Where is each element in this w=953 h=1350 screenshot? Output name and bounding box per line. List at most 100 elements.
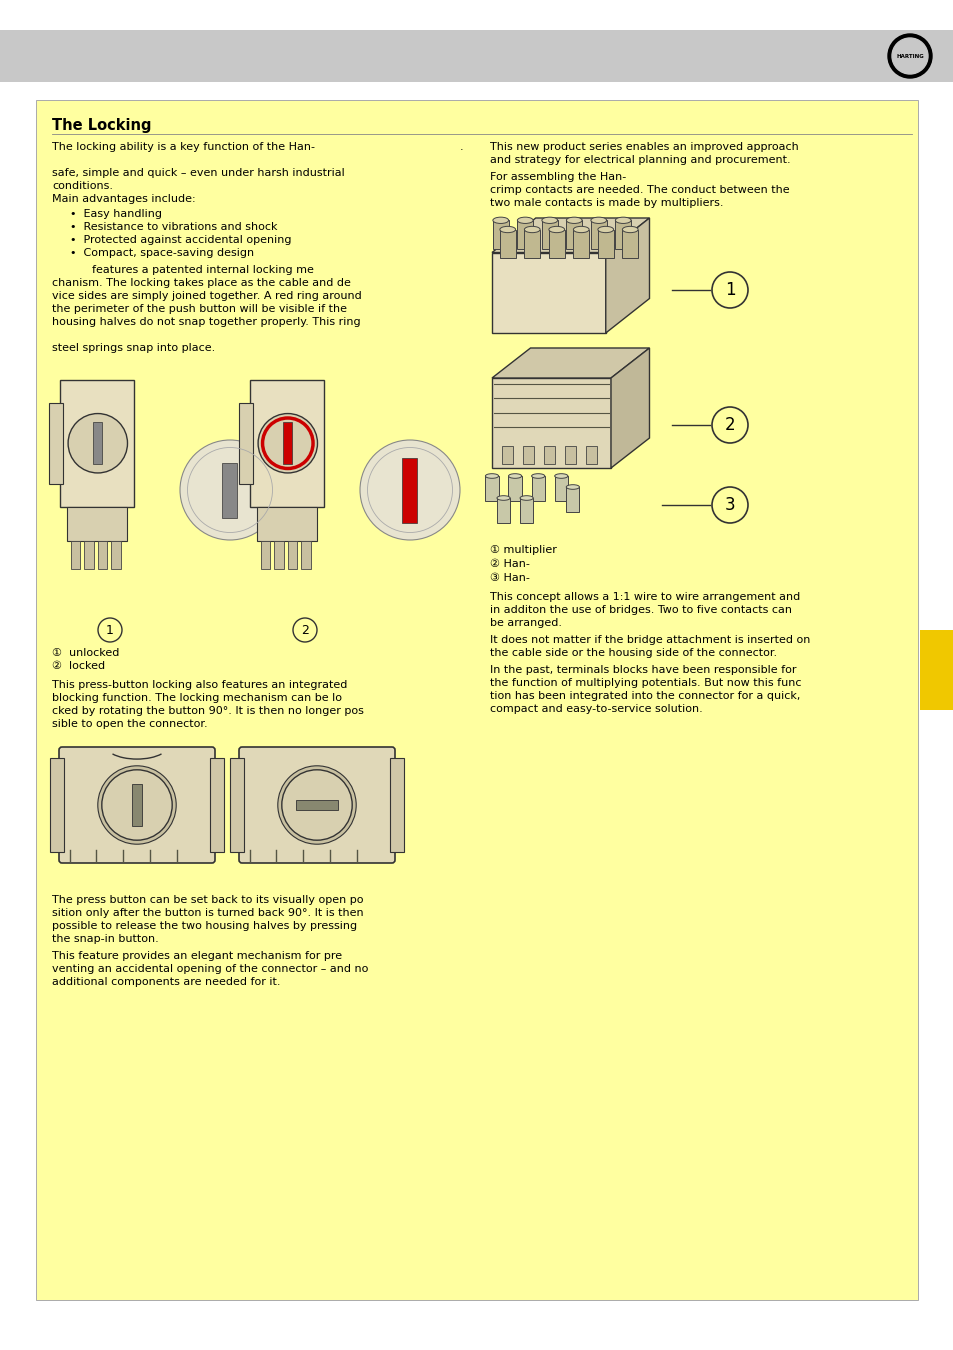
Text: the perimeter of the push button will be visible if the: the perimeter of the push button will be… <box>52 304 347 315</box>
Text: chanism. The locking takes place as the cable and de: chanism. The locking takes place as the … <box>52 278 351 288</box>
Text: This concept allows a 1:1 wire to wire arrangement and: This concept allows a 1:1 wire to wire a… <box>490 593 800 602</box>
Bar <box>492 378 610 468</box>
Text: ①  unlocked: ① unlocked <box>52 648 119 657</box>
Text: possible to release the two housing halves by pressing: possible to release the two housing halv… <box>52 921 356 931</box>
Text: •  Protected against accidental opening: • Protected against accidental opening <box>70 235 292 244</box>
Circle shape <box>258 413 317 472</box>
Bar <box>98 541 107 568</box>
Bar <box>210 757 224 852</box>
Bar <box>517 220 533 248</box>
Ellipse shape <box>524 227 539 232</box>
Bar <box>497 498 510 522</box>
Text: compact and easy-to-service solution.: compact and easy-to-service solution. <box>490 703 702 714</box>
Text: additional components are needed for it.: additional components are needed for it. <box>52 977 280 987</box>
Bar <box>523 447 534 464</box>
Ellipse shape <box>566 217 581 224</box>
Bar <box>274 541 283 568</box>
Circle shape <box>887 34 931 78</box>
Text: ③ Han-: ③ Han- <box>490 572 529 583</box>
Bar <box>621 230 638 258</box>
Circle shape <box>180 440 280 540</box>
Circle shape <box>891 38 927 74</box>
Ellipse shape <box>554 474 567 478</box>
Polygon shape <box>605 217 649 333</box>
Circle shape <box>281 769 352 840</box>
Ellipse shape <box>485 474 498 478</box>
Bar <box>93 423 102 464</box>
Text: and strategy for electrical planning and procurement.: and strategy for electrical planning and… <box>490 155 790 165</box>
Bar <box>239 404 253 483</box>
Bar <box>295 801 337 810</box>
Text: sible to open the connector.: sible to open the connector. <box>52 720 208 729</box>
Text: venting an accidental opening of the connector – and no: venting an accidental opening of the con… <box>52 964 368 973</box>
Text: 1: 1 <box>724 281 735 298</box>
Text: •  Compact, space-saving design: • Compact, space-saving design <box>70 248 253 258</box>
Bar <box>485 477 498 501</box>
Bar <box>508 477 521 501</box>
Text: For assembling the Han-: For assembling the Han- <box>490 171 625 182</box>
Text: 3: 3 <box>724 495 735 514</box>
Ellipse shape <box>493 217 508 224</box>
Polygon shape <box>610 348 649 468</box>
Ellipse shape <box>566 485 578 489</box>
Ellipse shape <box>573 227 589 232</box>
Text: It does not matter if the bridge attachment is inserted on: It does not matter if the bridge attachm… <box>490 634 809 645</box>
Bar <box>919 630 953 710</box>
Text: 2: 2 <box>724 416 735 433</box>
Text: •  Easy handling: • Easy handling <box>70 209 162 219</box>
Bar <box>283 423 292 464</box>
Text: This new product series enables an improved approach: This new product series enables an impro… <box>490 142 798 153</box>
Bar <box>36 100 917 1300</box>
Text: Main advantages include:: Main advantages include: <box>52 194 195 204</box>
Ellipse shape <box>548 227 564 232</box>
Text: sition only after the button is turned back 90°. It is then: sition only after the button is turned b… <box>52 909 363 918</box>
Text: ② Han-: ② Han- <box>490 559 529 568</box>
Text: In the past, terminals blocks have been responsible for: In the past, terminals blocks have been … <box>490 666 796 675</box>
Bar <box>230 757 244 852</box>
Text: steel springs snap into place.: steel springs snap into place. <box>52 343 215 352</box>
Circle shape <box>359 440 459 540</box>
Text: This feature provides an elegant mechanism for pre: This feature provides an elegant mechani… <box>52 950 342 961</box>
Bar <box>50 404 63 483</box>
Bar <box>590 220 606 248</box>
Bar <box>256 506 317 541</box>
Ellipse shape <box>531 474 544 478</box>
Text: ① multiplier: ① multiplier <box>490 545 557 555</box>
Ellipse shape <box>621 227 638 232</box>
Bar <box>566 220 581 248</box>
Circle shape <box>711 406 747 443</box>
Bar <box>544 447 555 464</box>
Bar <box>492 252 605 333</box>
Bar <box>502 447 513 464</box>
Ellipse shape <box>499 227 515 232</box>
Text: vice sides are simply joined together. A red ring around: vice sides are simply joined together. A… <box>52 292 361 301</box>
Ellipse shape <box>615 217 631 224</box>
FancyBboxPatch shape <box>59 747 214 863</box>
Bar <box>541 220 558 248</box>
Text: This press-button locking also features an integrated: This press-button locking also features … <box>52 680 347 690</box>
Text: The locking ability is a key function of the Han-: The locking ability is a key function of… <box>52 142 314 153</box>
Bar <box>554 477 567 501</box>
Ellipse shape <box>519 495 533 501</box>
Text: safe, simple and quick – even under harsh industrial: safe, simple and quick – even under hars… <box>52 167 344 178</box>
FancyBboxPatch shape <box>239 747 395 863</box>
Bar <box>71 541 80 568</box>
Bar <box>0 30 953 82</box>
Bar <box>573 230 589 258</box>
Text: 1: 1 <box>106 624 113 636</box>
Ellipse shape <box>508 474 521 478</box>
Bar <box>132 784 142 826</box>
Bar <box>390 757 403 852</box>
Bar <box>531 477 544 501</box>
Text: housing halves do not snap together properly. This ring: housing halves do not snap together prop… <box>52 317 360 327</box>
Text: The Locking: The Locking <box>52 117 152 134</box>
Bar <box>566 487 578 512</box>
Text: features a patented internal locking me: features a patented internal locking me <box>91 265 314 275</box>
Bar <box>60 379 134 506</box>
Circle shape <box>98 618 122 643</box>
Bar <box>565 447 576 464</box>
Text: the function of multiplying potentials. But now this func: the function of multiplying potentials. … <box>490 678 801 688</box>
Polygon shape <box>492 348 649 378</box>
Bar <box>288 541 297 568</box>
Bar <box>499 230 515 258</box>
